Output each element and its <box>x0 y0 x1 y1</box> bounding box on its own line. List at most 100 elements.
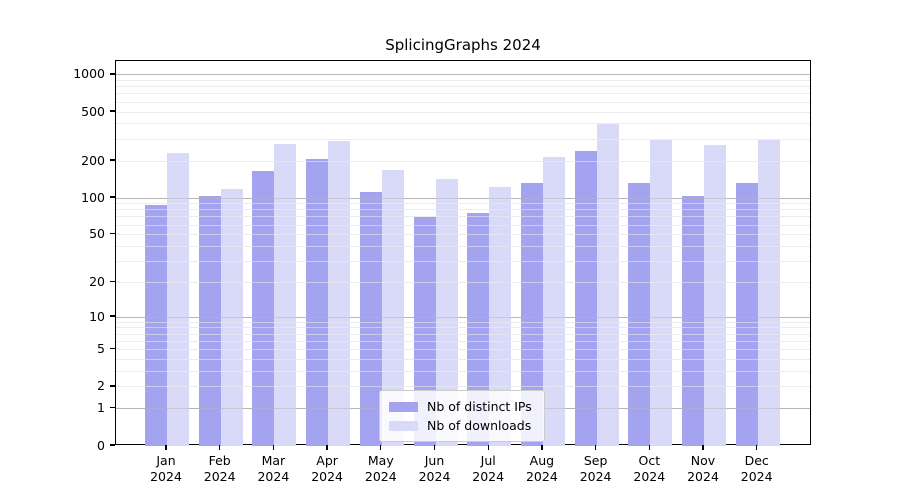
bar-ips-mar <box>252 171 275 446</box>
legend-item-distinct-ips: Nb of distinct IPs <box>389 397 535 416</box>
bar-ips-oct <box>628 182 651 446</box>
x-axis-tick <box>541 445 543 450</box>
minor-gridline <box>116 371 810 373</box>
minor-gridline <box>116 340 810 342</box>
x-axis-label-oct: Oct 2024 <box>633 453 666 484</box>
bar-downloads-oct <box>650 139 673 446</box>
minor-gridline <box>116 281 810 283</box>
minor-gridline <box>116 216 810 218</box>
x-axis-label-may: May 2024 <box>364 453 397 484</box>
legend: Nb of distinct IPs Nb of downloads <box>379 390 545 442</box>
y-axis-label-100: 100 <box>81 189 105 205</box>
bar-ips-feb <box>198 195 221 446</box>
bar-ips-jan <box>145 205 167 446</box>
x-axis-label-aug: Aug 2024 <box>525 453 558 484</box>
bar-ips-jun <box>413 216 436 446</box>
minor-gridline <box>116 203 810 205</box>
x-axis-label-jul: Jul 2024 <box>472 453 505 484</box>
bar-ips-jul <box>467 213 490 446</box>
bar-downloads-aug <box>542 157 565 446</box>
minor-gridline <box>116 359 810 361</box>
y-axis-tick <box>110 385 115 387</box>
minor-gridline <box>116 93 810 95</box>
x-axis-tick <box>219 445 221 450</box>
y-axis-label-200: 200 <box>81 152 105 168</box>
gridline-overlay-layer <box>116 61 810 444</box>
x-axis-tick <box>326 445 328 450</box>
major-gridline <box>116 197 810 199</box>
legend-label-downloads: Nb of downloads <box>427 418 532 433</box>
bars-layer <box>116 61 810 446</box>
major-gridline <box>116 316 810 318</box>
y-axis-tick <box>110 233 115 235</box>
minor-gridline <box>116 209 810 211</box>
legend-swatch-downloads <box>389 420 418 431</box>
x-axis-tick <box>380 445 382 450</box>
y-axis-tick <box>110 407 115 409</box>
y-axis-tick <box>110 110 115 112</box>
minor-gridline <box>116 138 810 140</box>
y-axis-tick <box>110 73 115 75</box>
minor-gridline <box>116 224 810 226</box>
y-axis-tick <box>110 348 115 350</box>
y-axis-tick <box>110 280 115 283</box>
bar-downloads-jun <box>435 179 458 446</box>
minor-gridline <box>116 333 810 335</box>
x-axis-label-feb: Feb 2024 <box>203 453 236 484</box>
y-axis-label-50: 50 <box>89 226 105 242</box>
x-axis-tick <box>433 445 436 450</box>
x-axis-label-jan: Jan 2024 <box>150 453 182 484</box>
minor-gridline <box>116 111 810 113</box>
y-axis-label-1000: 1000 <box>73 66 105 82</box>
chart-title: SplicingGraphs 2024 <box>385 36 541 54</box>
bar-ips-aug <box>520 182 543 446</box>
bar-downloads-may <box>381 170 404 446</box>
plot-area <box>115 60 811 446</box>
minor-gridline <box>116 327 810 329</box>
y-axis-label-10: 10 <box>89 308 105 324</box>
y-axis-label-20: 20 <box>89 273 105 289</box>
x-axis-tick <box>756 445 758 450</box>
bar-ips-apr <box>306 159 329 446</box>
legend-item-downloads: Nb of downloads <box>389 416 535 435</box>
legend-swatch-distinct-ips <box>389 401 418 412</box>
x-axis-tick <box>487 445 489 450</box>
y-axis-tick <box>110 159 115 161</box>
y-axis-tick <box>110 315 115 317</box>
minor-gridline <box>116 86 810 88</box>
minor-gridline <box>116 386 810 388</box>
minor-gridline <box>116 160 810 162</box>
minor-gridline <box>116 234 810 236</box>
y-axis-label-5: 5 <box>97 341 105 357</box>
bar-ips-dec <box>735 182 758 446</box>
x-axis-label-sep: Sep 2024 <box>579 453 612 484</box>
bar-downloads-jan <box>167 153 189 446</box>
bar-downloads-sep <box>596 124 619 446</box>
x-axis-tick <box>594 445 597 450</box>
x-axis-tick <box>648 445 650 450</box>
bar-ips-may <box>359 191 382 446</box>
bar-ips-nov <box>682 195 704 446</box>
minor-gridline <box>116 101 810 103</box>
x-axis-label-apr: Apr 2024 <box>311 453 343 484</box>
x-axis-label-jun: Jun 2024 <box>418 453 451 484</box>
major-gridline <box>116 74 810 76</box>
y-axis-label-1: 1 <box>97 400 105 416</box>
x-axis-label-nov: Nov 2024 <box>687 453 719 484</box>
minor-gridline <box>116 123 810 125</box>
minor-gridline <box>116 261 810 263</box>
minor-gridline <box>116 245 810 247</box>
x-axis-label-dec: Dec 2024 <box>740 453 773 484</box>
y-axis-label-2: 2 <box>97 378 105 394</box>
minor-gridline <box>116 349 810 351</box>
x-axis-tick <box>165 445 167 450</box>
minor-gridline <box>116 321 810 323</box>
minor-gridline <box>116 80 810 81</box>
legend-label-distinct-ips: Nb of distinct IPs <box>427 399 532 414</box>
y-axis-label-0: 0 <box>97 437 105 453</box>
bar-downloads-nov <box>704 145 726 446</box>
y-axis-label-500: 500 <box>81 103 105 119</box>
y-axis-tick <box>110 444 115 446</box>
x-axis-tick <box>272 445 275 450</box>
